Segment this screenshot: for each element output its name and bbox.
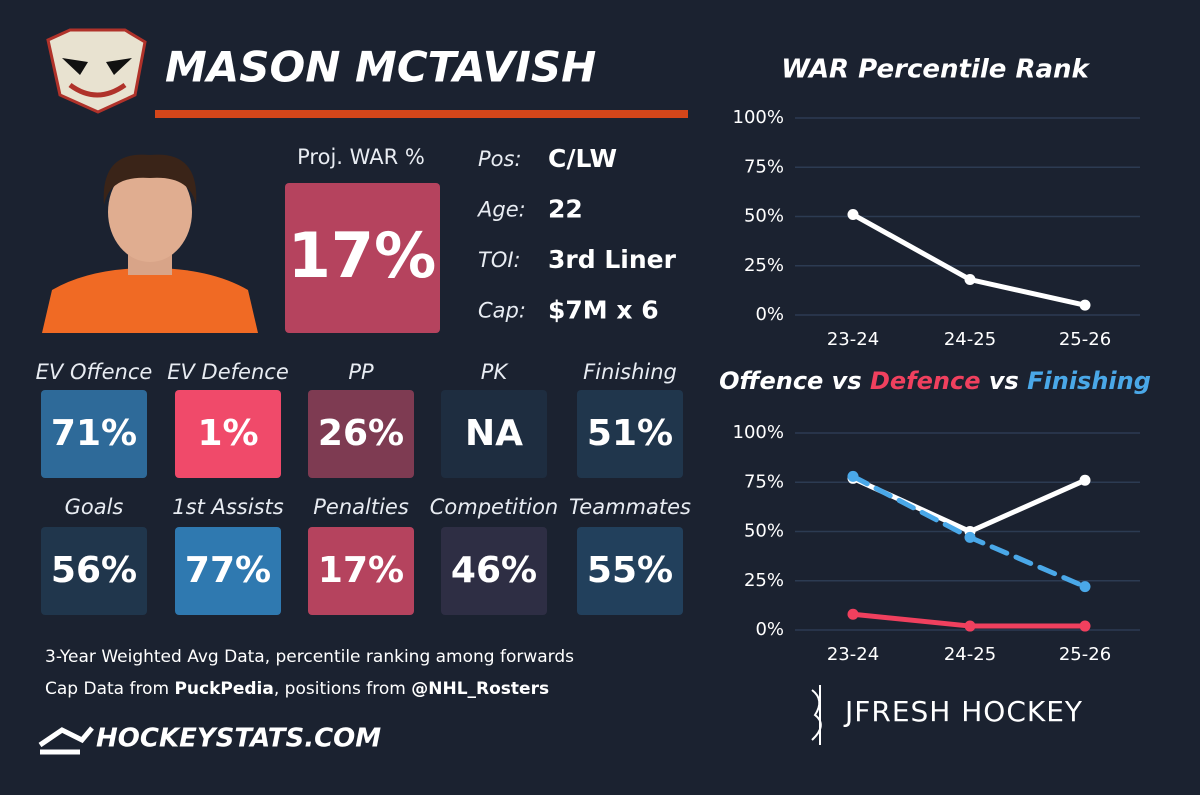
tile-label: EV Offence [36, 360, 153, 384]
point [1079, 299, 1091, 311]
y-tick-label: 75% [744, 471, 784, 492]
proj-war-box [285, 183, 440, 333]
point [964, 620, 976, 632]
info-value: 22 [548, 195, 583, 224]
x-tick-label: 25-26 [1059, 329, 1111, 350]
note: Cap Data from PuckPedia, positions from … [45, 679, 549, 699]
info-value: C/LW [548, 144, 617, 173]
point [1079, 620, 1091, 632]
title-joiner: vs [980, 367, 1027, 395]
y-tick-label: 50% [744, 521, 784, 542]
tile-value: 56% [51, 550, 137, 591]
tile-box [175, 390, 281, 478]
tile-label: Finishing [583, 360, 677, 384]
tile-value: 71% [51, 413, 137, 454]
tile-box [577, 390, 683, 478]
tile-label: PP [348, 360, 374, 384]
x-tick-label: 23-24 [827, 644, 879, 665]
y-tick-label: 25% [744, 570, 784, 591]
x-tick-label: 24-25 [944, 644, 996, 665]
legend-entry: Offence [719, 367, 823, 395]
tile-box [441, 390, 547, 478]
note-link: @NHL_Rosters [411, 679, 549, 699]
tile-value: 17% [318, 550, 404, 591]
x-tick-label: 23-24 [827, 329, 879, 350]
tile-box [308, 527, 414, 615]
chart-title: Offence vs Defence vs Finishing [719, 367, 1151, 395]
point [1079, 474, 1091, 486]
point [847, 209, 859, 221]
tile-label: Penalties [313, 495, 409, 519]
tile-label: PK [481, 360, 510, 384]
tile-value: 55% [587, 550, 673, 591]
tile-label: 1st Assists [172, 495, 283, 519]
y-tick-label: 100% [733, 107, 784, 128]
tile-value: 1% [197, 413, 258, 454]
tile-label: EV Defence [167, 360, 289, 384]
legend-entry: Finishing [1027, 367, 1151, 395]
line [850, 212, 1088, 308]
player-name: MASON MCTAVISH [165, 43, 596, 92]
tile-box [175, 527, 281, 615]
name-underline [155, 110, 688, 118]
tile-box [577, 527, 683, 615]
x-tick-label: 25-26 [1059, 644, 1111, 665]
point [847, 470, 859, 482]
tile-box [441, 527, 547, 615]
point [964, 531, 976, 543]
tile-value: 26% [318, 413, 404, 454]
y-tick-label: 0% [755, 304, 784, 325]
proj-war-label: Proj. WAR % [297, 145, 425, 169]
info-value: $7M x 6 [548, 296, 659, 325]
legend-entry: Defence [870, 367, 981, 395]
note-text: Cap Data from [45, 679, 174, 699]
tile-box [41, 527, 147, 615]
point [1079, 581, 1091, 593]
hockeystats-logo: HOCKEYSTATS.COM [96, 724, 381, 754]
tile-value: 51% [587, 413, 673, 454]
jfresh-icon [811, 685, 822, 745]
info-label: Age: [476, 198, 526, 222]
tile-label: Competition [430, 495, 559, 519]
info-value: 3rd Liner [548, 245, 677, 274]
info-label: Pos: [478, 147, 522, 171]
note-link: PuckPedia [174, 679, 273, 699]
proj-war-value: 17% [288, 219, 436, 292]
tile-value: 77% [185, 550, 271, 591]
chart-title: WAR Percentile Rank [781, 55, 1090, 85]
y-tick-label: 100% [733, 422, 784, 443]
line [850, 475, 1088, 535]
note-text: , positions from [274, 679, 411, 699]
tile-box [308, 390, 414, 478]
tile-label: Teammates [569, 495, 691, 519]
player-photo [42, 154, 258, 333]
note: 3-Year Weighted Avg Data, percentile ran… [45, 647, 574, 667]
tile-value: NA [465, 413, 523, 454]
point [847, 608, 859, 620]
info-label: TOI: [478, 248, 521, 272]
team-logo [46, 28, 147, 114]
tile-value: 46% [451, 550, 537, 591]
tile-label: Goals [65, 495, 124, 519]
y-tick-label: 50% [744, 206, 784, 227]
y-tick-label: 0% [755, 619, 784, 640]
x-tick-label: 24-25 [944, 329, 996, 350]
point [964, 274, 976, 286]
title-joiner: vs [823, 367, 870, 395]
y-tick-label: 75% [744, 156, 784, 177]
tile-box [41, 390, 147, 478]
y-tick-label: 25% [744, 255, 784, 276]
info-label: Cap: [478, 299, 526, 323]
jfresh-logo: JFRESH HOCKEY [843, 695, 1083, 728]
hockeystats-icon [38, 726, 94, 755]
